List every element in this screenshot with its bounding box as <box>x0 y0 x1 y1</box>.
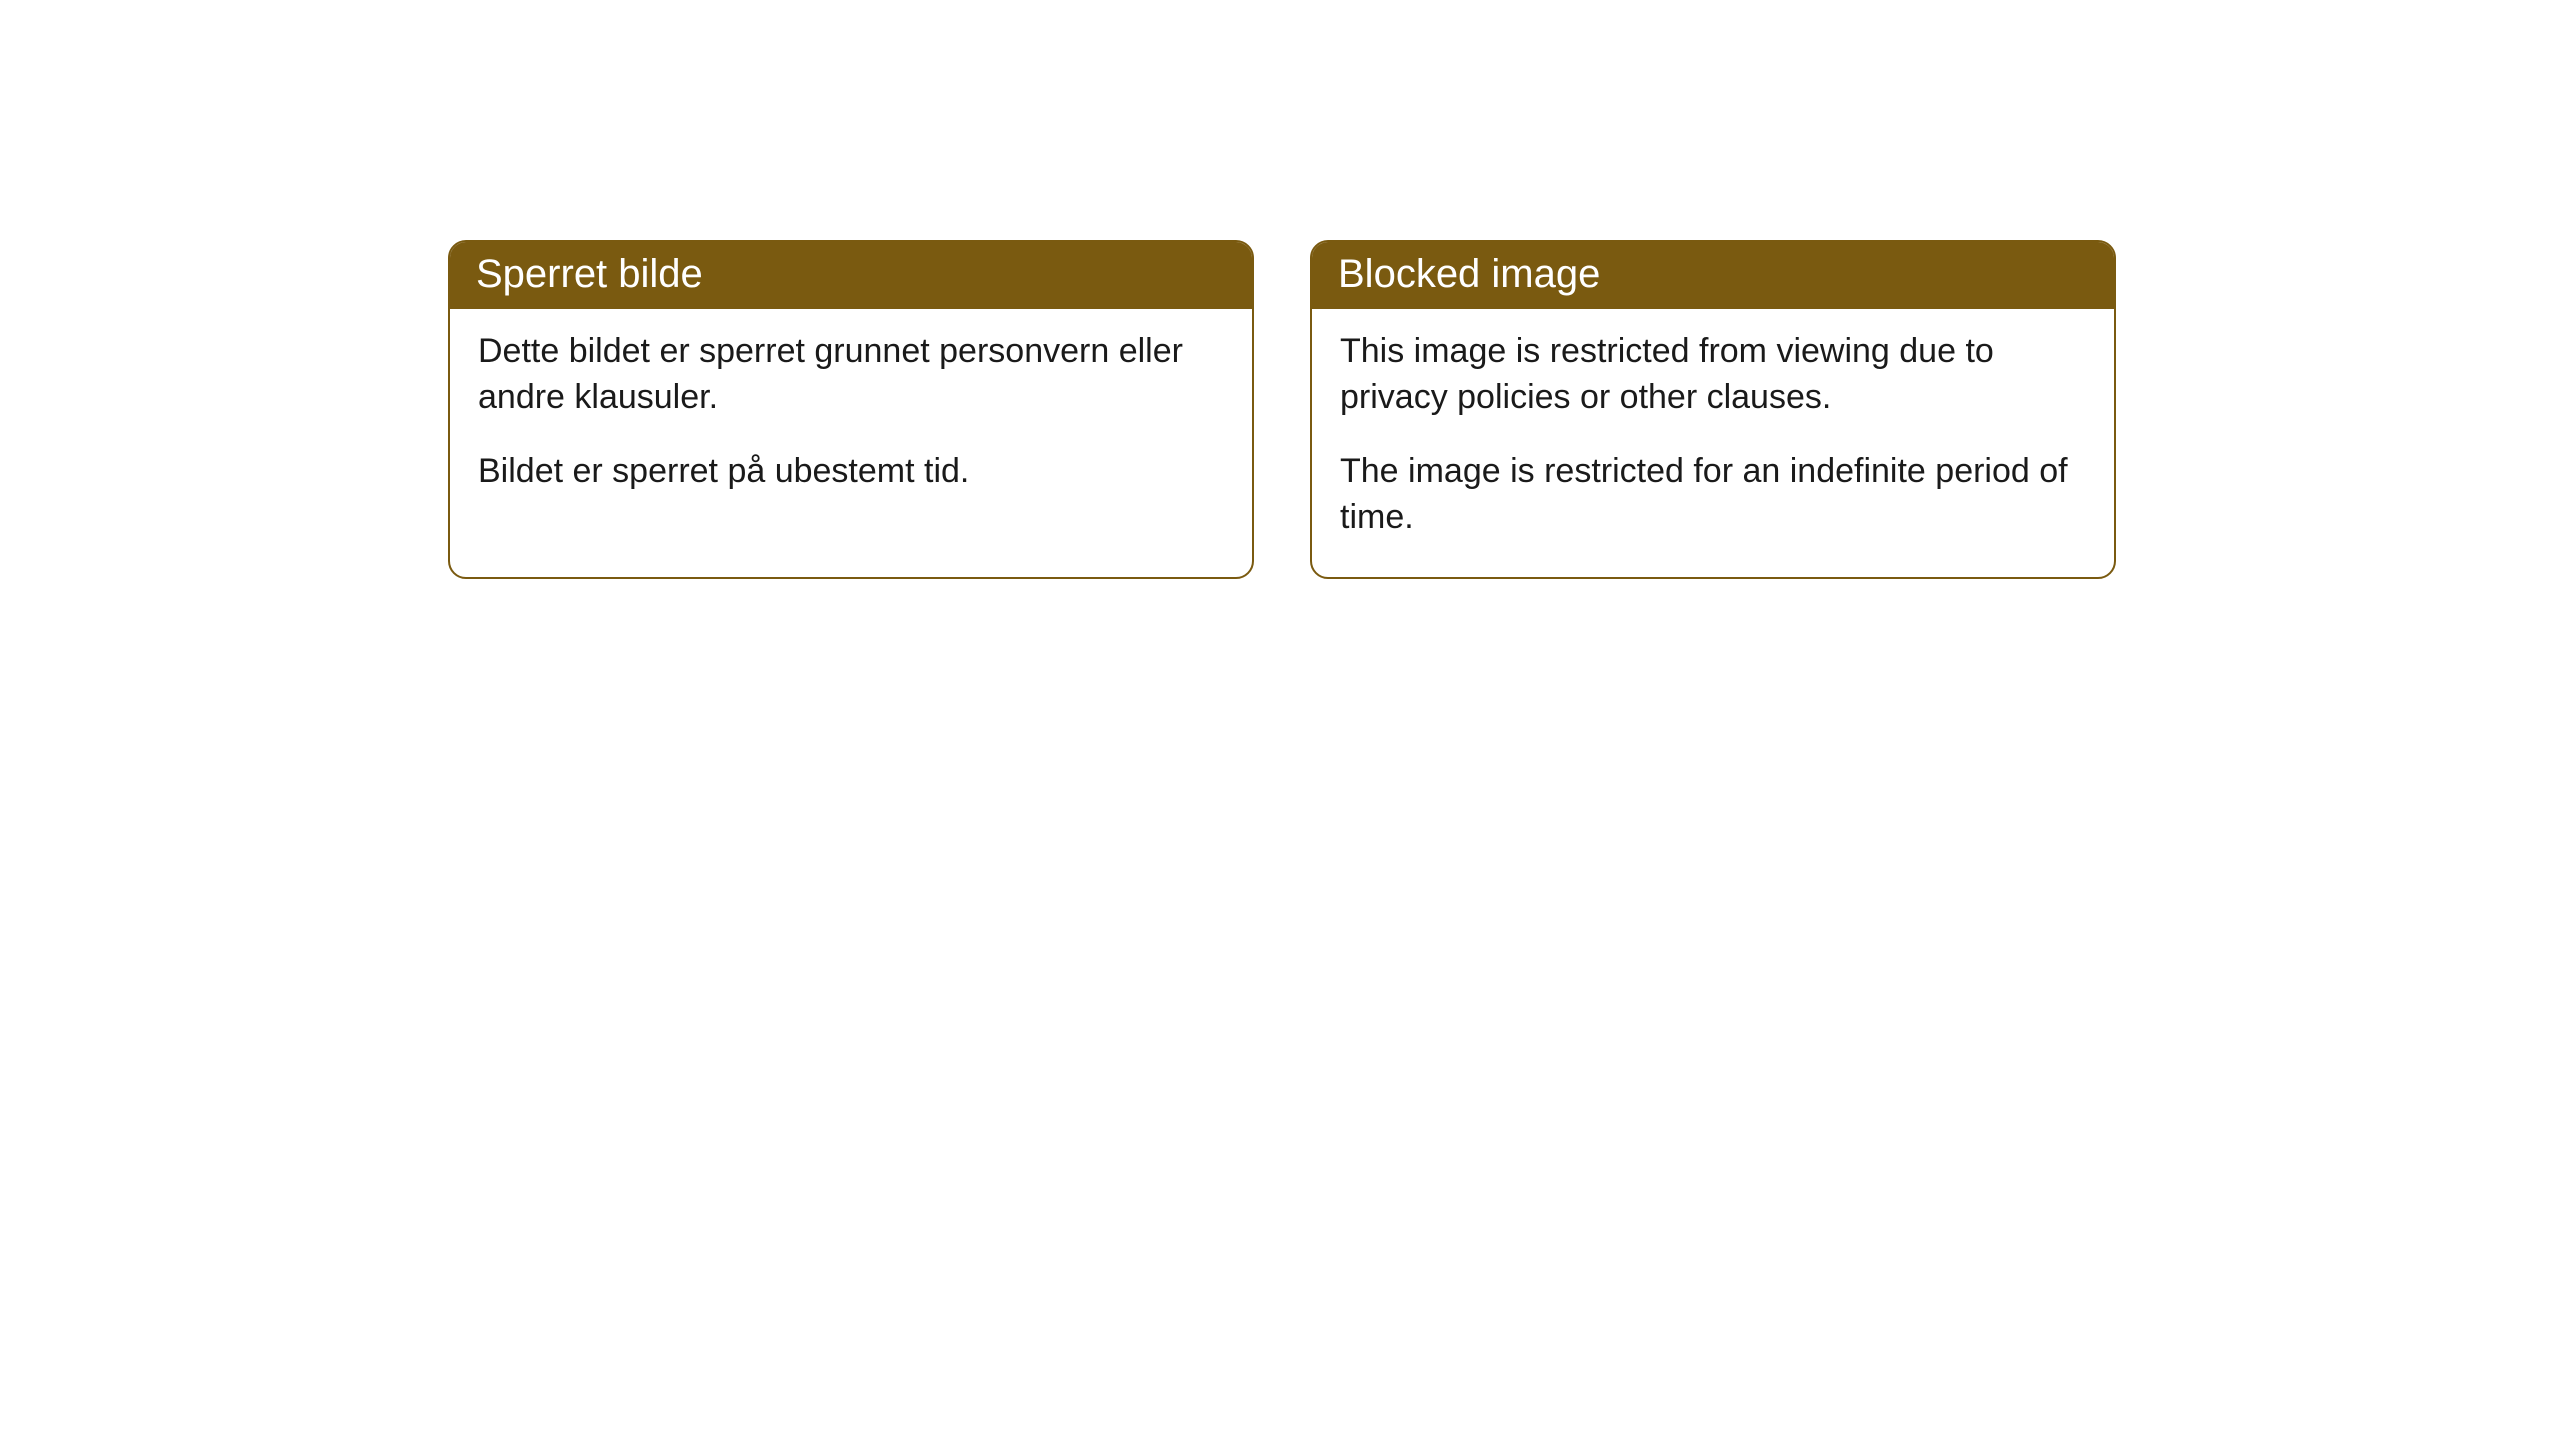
card-title: Blocked image <box>1338 252 1600 296</box>
card-body: Dette bildet er sperret grunnet personve… <box>450 309 1252 531</box>
blocked-image-card-english: Blocked image This image is restricted f… <box>1310 240 2116 579</box>
card-header: Sperret bilde <box>450 242 1252 309</box>
card-header: Blocked image <box>1312 242 2114 309</box>
notice-cards-container: Sperret bilde Dette bildet er sperret gr… <box>448 240 2116 579</box>
card-body: This image is restricted from viewing du… <box>1312 309 2114 577</box>
card-title: Sperret bilde <box>476 252 703 296</box>
blocked-image-card-norwegian: Sperret bilde Dette bildet er sperret gr… <box>448 240 1254 579</box>
card-paragraph-1: This image is restricted from viewing du… <box>1340 329 2086 421</box>
card-paragraph-2: Bildet er sperret på ubestemt tid. <box>478 449 1224 495</box>
card-paragraph-2: The image is restricted for an indefinit… <box>1340 449 2086 541</box>
card-paragraph-1: Dette bildet er sperret grunnet personve… <box>478 329 1224 421</box>
